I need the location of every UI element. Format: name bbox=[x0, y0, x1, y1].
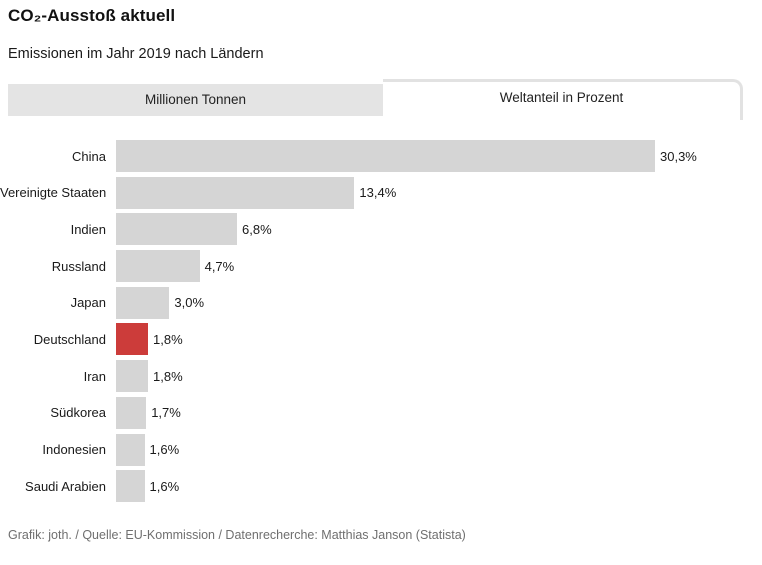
chart-row: Deutschland 1,8% bbox=[0, 323, 762, 356]
bar bbox=[116, 433, 145, 466]
value-label: 30,3% bbox=[660, 148, 697, 164]
chart-row: Indien 6,8% bbox=[0, 213, 762, 246]
chart-row: Saudi Arabien 1,6% bbox=[0, 470, 762, 503]
page-title: CO₂-Ausstoß aktuell bbox=[8, 6, 176, 25]
category-label: Iran bbox=[83, 368, 106, 384]
value-label: 1,8% bbox=[153, 368, 183, 384]
value-label: 1,8% bbox=[153, 331, 183, 347]
bar bbox=[116, 176, 355, 209]
bar bbox=[116, 250, 200, 283]
credit-line: Grafik: joth. / Quelle: EU-Kommission / … bbox=[8, 528, 466, 542]
category-label: Deutschland bbox=[33, 331, 106, 347]
category-label: Saudi Arabien bbox=[25, 478, 106, 494]
chart-row: Iran 1,8% bbox=[0, 360, 762, 393]
chart-row: Russland 4,7% bbox=[0, 250, 762, 283]
category-label: Südkorea bbox=[50, 405, 106, 421]
value-label: 4,7% bbox=[204, 258, 235, 274]
chart-row: Japan 3,0% bbox=[0, 286, 762, 319]
bar bbox=[116, 470, 145, 503]
category-label: China bbox=[72, 148, 106, 164]
unit-tabbar: Millionen Tonnen Weltanteil in Prozent bbox=[0, 0, 762, 120]
value-label: 6,8% bbox=[242, 221, 272, 237]
value-label: 3,0% bbox=[174, 295, 205, 311]
tab-millionen-tonnen[interactable]: Millionen Tonnen bbox=[8, 84, 383, 116]
bar-chart: China 30,3% Vereinigte Staaten 13,4% Indien 6… bbox=[0, 140, 762, 507]
category-label: Indien bbox=[70, 221, 106, 237]
category-label: Vereinigte Staaten bbox=[0, 185, 107, 201]
bar-highlight bbox=[116, 323, 148, 356]
bar bbox=[116, 286, 170, 319]
bar bbox=[116, 213, 237, 246]
bar bbox=[116, 140, 655, 172]
value-label: 1,6% bbox=[149, 442, 180, 457]
category-label: Japan bbox=[70, 295, 106, 311]
value-label: 1,6% bbox=[149, 478, 180, 494]
tab-weltanteil-prozent[interactable]: Weltanteil in Prozent bbox=[383, 79, 743, 120]
chart-row: China 30,3% bbox=[0, 140, 762, 172]
bar bbox=[116, 396, 147, 429]
chart-row: Südkorea 1,7% bbox=[0, 396, 762, 429]
value-label: 1,7% bbox=[151, 405, 181, 421]
chart-row: Indonesien 1,6% bbox=[0, 433, 762, 466]
page-subtitle: Emissionen im Jahr 2019 nach Ländern bbox=[8, 46, 264, 62]
category-label: Indonesien bbox=[42, 442, 106, 457]
chart-row: Vereinigte Staaten 13,4% bbox=[0, 176, 762, 209]
value-label: 13,4% bbox=[359, 185, 397, 201]
bar bbox=[116, 360, 148, 393]
category-label: Russland bbox=[51, 258, 106, 274]
